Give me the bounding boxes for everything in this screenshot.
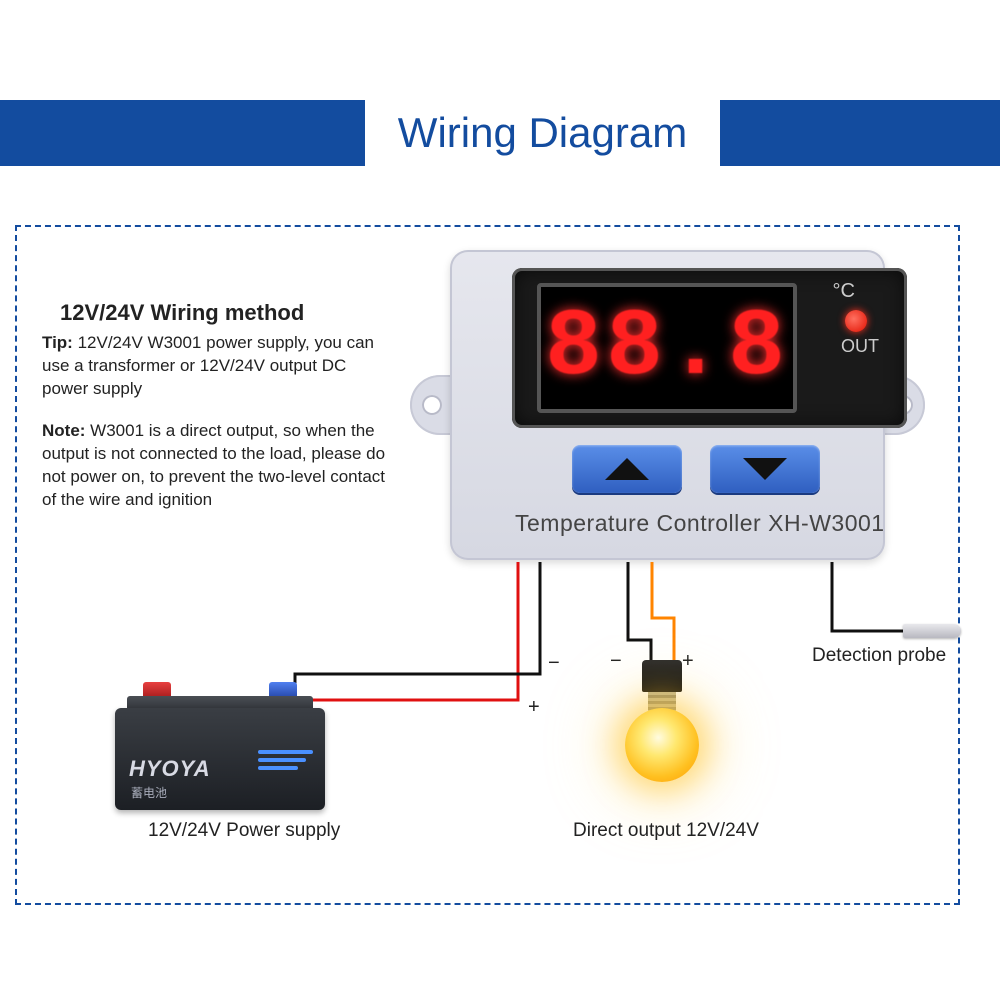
tip-label: Tip: <box>42 333 73 352</box>
out-led-label: OUT <box>841 336 879 357</box>
device-display-panel: 88.8 °C OUT <box>512 268 907 428</box>
celsius-icon: °C <box>833 280 855 303</box>
temperature-controller-device: 88.8 °C OUT Temperature Controller XH-W3… <box>410 250 925 560</box>
probe-caption: Detection probe <box>812 645 946 667</box>
battery-sub-label: 蓄电池 <box>131 784 167 801</box>
battery-caption: 12V/24V Power supply <box>148 820 340 842</box>
battery-decor-stripes <box>258 750 313 770</box>
battery-body: HYOYA 蓄电池 <box>115 708 325 810</box>
bulb-plus-sign: + <box>682 650 694 673</box>
seven-segment-frame: 88.8 <box>537 283 797 413</box>
down-button[interactable] <box>710 445 820 493</box>
battery-minus-sign: − <box>548 652 560 675</box>
triangle-up-icon <box>605 458 649 480</box>
out-led-indicator <box>845 310 867 332</box>
bulb-glass-icon <box>625 708 699 782</box>
device-model-label: Temperature Controller XH-W3001 <box>515 510 885 537</box>
tip-text-block: Tip: 12V/24V W3001 power supply, you can… <box>42 332 382 401</box>
battery-brand-label: HYOYA <box>129 756 211 782</box>
bulb-caption: Direct output 12V/24V <box>573 820 759 842</box>
title-bar-left-fill <box>0 100 365 166</box>
detection-probe-tip <box>903 624 961 638</box>
triangle-down-icon <box>743 458 787 480</box>
up-button[interactable] <box>572 445 682 493</box>
device-body: 88.8 °C OUT Temperature Controller XH-W3… <box>450 250 885 560</box>
note-body: W3001 is a direct output, so when the ou… <box>42 421 385 509</box>
battery-plus-sign: + <box>528 696 540 719</box>
note-text-block: Note: W3001 is a direct output, so when … <box>42 420 392 512</box>
temperature-readout: 88.8 <box>545 301 789 396</box>
page-title: Wiring Diagram <box>365 100 720 166</box>
bulb-socket <box>642 660 682 692</box>
note-label: Note: <box>42 421 85 440</box>
bulb-minus-sign: − <box>610 650 622 673</box>
title-bar: Wiring Diagram <box>0 100 1000 166</box>
tip-body: 12V/24V W3001 power supply, you can use … <box>42 333 374 398</box>
battery-power-supply: HYOYA 蓄电池 <box>115 690 325 810</box>
title-bar-right-fill <box>720 100 1000 166</box>
wiring-method-subtitle: 12V/24V Wiring method <box>60 300 304 326</box>
